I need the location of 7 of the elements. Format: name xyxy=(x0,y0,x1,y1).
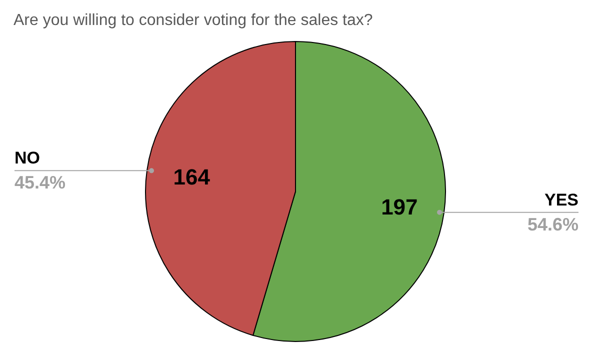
data-label: 197 xyxy=(381,194,418,220)
chart-title: Are you willing to consider voting for the sales tax? xyxy=(14,12,373,29)
slice-label: NO xyxy=(14,148,40,168)
data-label: 164 xyxy=(173,164,211,190)
slice-label: YES xyxy=(544,190,579,210)
text: 45.4% xyxy=(14,172,66,193)
text: 54.6% xyxy=(527,214,579,234)
